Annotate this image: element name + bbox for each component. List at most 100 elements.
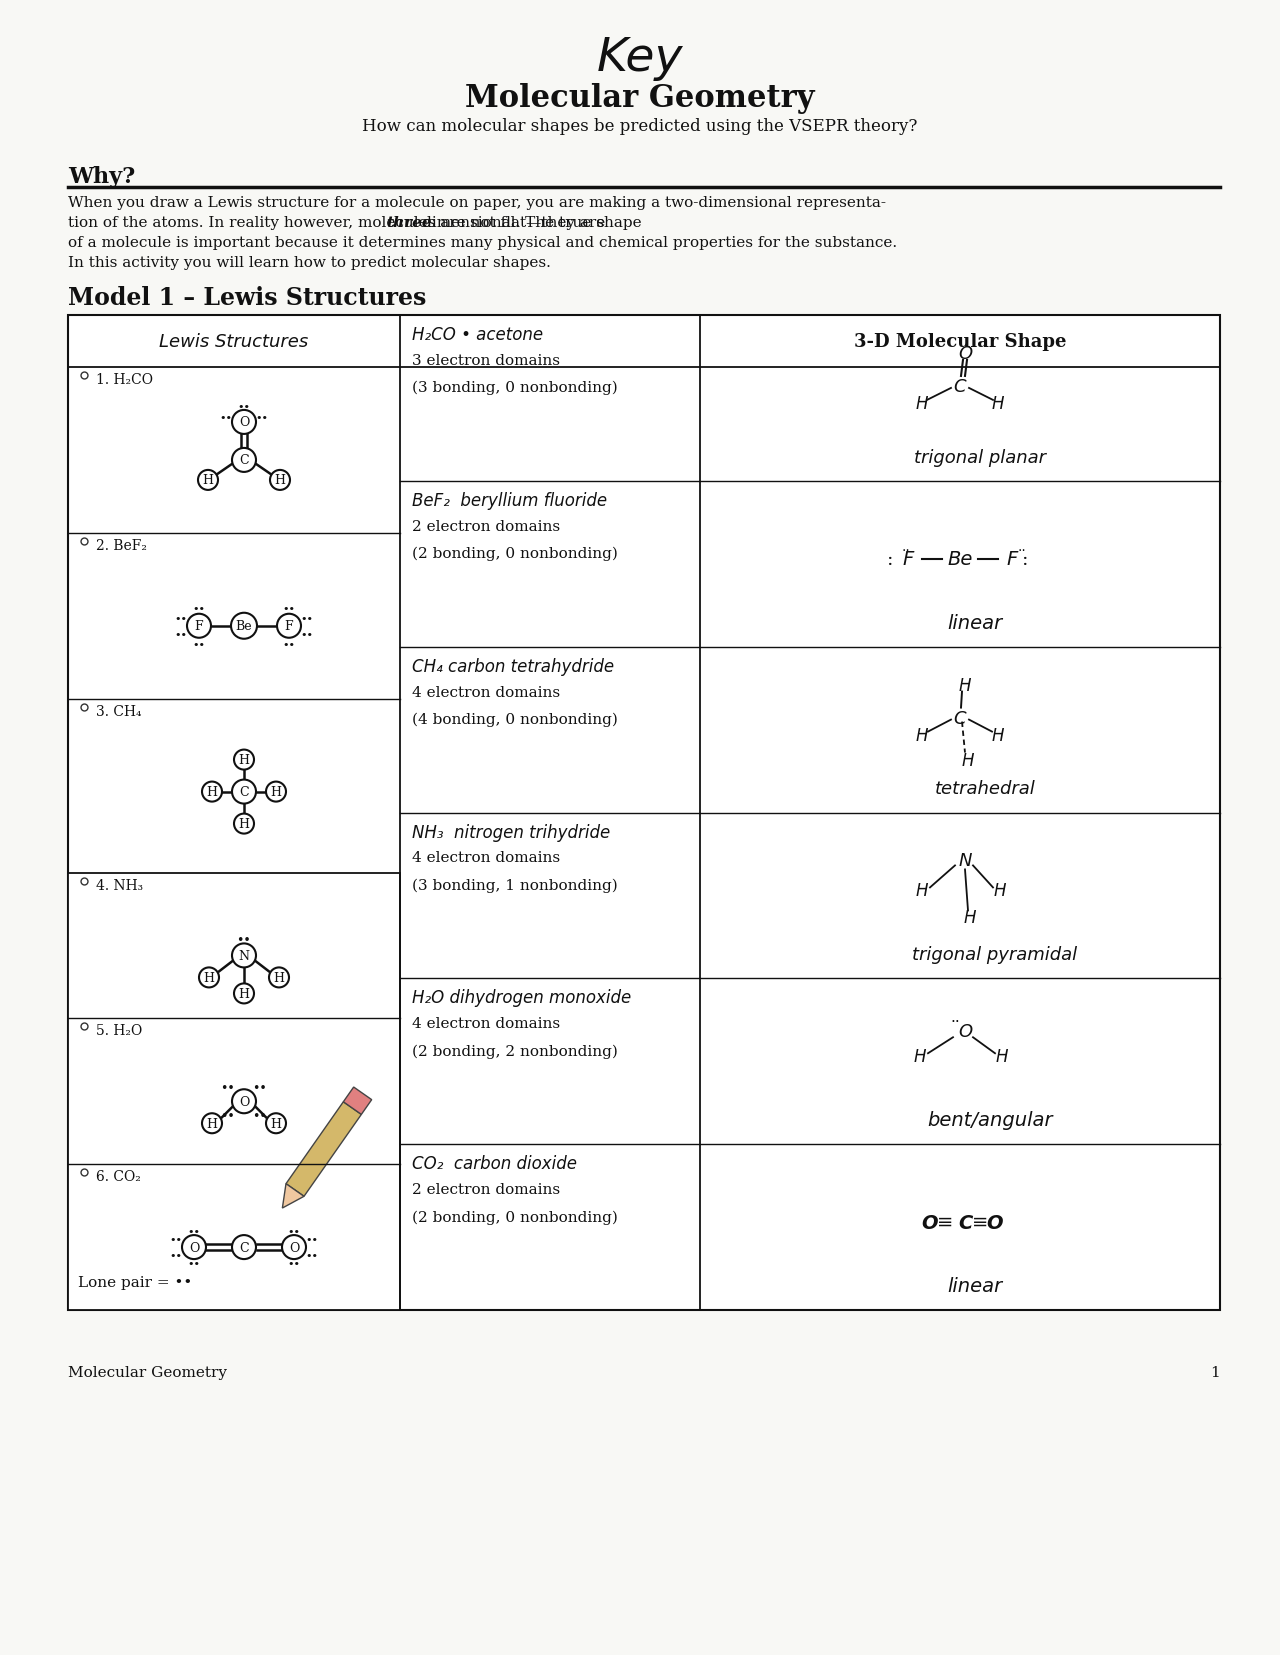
Text: 4 electron domains: 4 electron domains: [412, 851, 561, 866]
Text: H: H: [993, 882, 1006, 900]
Text: 4 electron domains: 4 electron domains: [412, 685, 561, 700]
Text: F: F: [284, 621, 293, 632]
Text: Be: Be: [236, 621, 252, 632]
Text: Why?: Why?: [68, 166, 136, 189]
Polygon shape: [285, 1102, 361, 1197]
Text: ••: ••: [169, 1235, 183, 1245]
Text: H: H: [961, 751, 974, 770]
Text: O: O: [189, 1241, 200, 1254]
Circle shape: [232, 780, 256, 804]
Circle shape: [230, 614, 257, 639]
Text: H: H: [270, 1117, 282, 1130]
Circle shape: [232, 1235, 256, 1259]
Text: ••: ••: [174, 614, 187, 624]
Text: ••: ••: [301, 614, 314, 624]
Text: ••: ••: [238, 402, 251, 412]
Circle shape: [202, 783, 221, 803]
Bar: [68, 316, 1220, 1311]
Text: H: H: [915, 727, 928, 745]
Text: CO₂  carbon dioxide: CO₂ carbon dioxide: [412, 1155, 577, 1172]
Text: (2 bonding, 0 nonbonding): (2 bonding, 0 nonbonding): [412, 546, 618, 561]
Text: C: C: [239, 453, 248, 467]
Text: tetrahedral: tetrahedral: [934, 780, 1036, 798]
Circle shape: [266, 783, 285, 803]
Text: When you draw a Lewis structure for a molecule on paper, you are making a two-di: When you draw a Lewis structure for a mo…: [68, 195, 886, 210]
Text: H: H: [992, 727, 1005, 745]
Text: linear: linear: [947, 614, 1002, 632]
Text: ••: ••: [306, 1250, 319, 1261]
Text: ••: ••: [192, 604, 206, 614]
Text: H: H: [206, 1117, 218, 1130]
Text: ••: ••: [288, 1258, 301, 1268]
Polygon shape: [343, 1087, 371, 1115]
Text: F: F: [902, 549, 914, 569]
Circle shape: [266, 1114, 285, 1134]
Text: C: C: [957, 1213, 972, 1231]
Text: H: H: [964, 909, 977, 927]
Polygon shape: [283, 1183, 305, 1208]
Text: ••: ••: [252, 1081, 268, 1094]
Text: O: O: [239, 1096, 250, 1109]
Circle shape: [234, 750, 253, 770]
Text: :: :: [1021, 551, 1028, 568]
Text: 1. H₂CO: 1. H₂CO: [96, 372, 154, 387]
Text: ••: ••: [219, 412, 233, 422]
Text: O: O: [922, 1213, 938, 1231]
Text: 3 electron domains: 3 electron domains: [412, 354, 561, 367]
Circle shape: [182, 1235, 206, 1259]
Text: C: C: [954, 377, 966, 396]
Text: Lone pair = ••: Lone pair = ••: [78, 1276, 192, 1289]
Text: H: H: [959, 677, 972, 693]
Text: O: O: [957, 344, 972, 362]
Text: 5. H₂O: 5. H₂O: [96, 1024, 142, 1038]
Circle shape: [232, 410, 256, 435]
Text: 3. CH₄: 3. CH₄: [96, 705, 142, 718]
Text: trigonal pyramidal: trigonal pyramidal: [913, 945, 1078, 963]
Text: bent/angular: bent/angular: [927, 1111, 1052, 1129]
Text: H: H: [204, 971, 215, 985]
Text: C: C: [239, 786, 248, 799]
Text: H: H: [914, 1048, 927, 1066]
Text: Be: Be: [947, 549, 973, 569]
Text: H: H: [915, 394, 928, 412]
Text: H: H: [274, 473, 285, 487]
Circle shape: [232, 1089, 256, 1114]
Text: ••: ••: [220, 1109, 236, 1122]
Text: 4 electron domains: 4 electron domains: [412, 1016, 561, 1031]
Text: F: F: [1006, 549, 1018, 569]
Circle shape: [198, 968, 219, 988]
Text: H: H: [238, 818, 250, 831]
Text: Model 1 – Lewis Structures: Model 1 – Lewis Structures: [68, 286, 426, 309]
Text: three: three: [387, 215, 431, 230]
Text: ••: ••: [220, 1081, 236, 1094]
Text: 1: 1: [1211, 1365, 1220, 1379]
Text: 6. CO₂: 6. CO₂: [96, 1170, 141, 1183]
Bar: [68, 872, 399, 1311]
Text: Molecular Geometry: Molecular Geometry: [68, 1365, 227, 1379]
Text: ••: ••: [237, 933, 251, 947]
Circle shape: [187, 614, 211, 639]
Text: (3 bonding, 0 nonbonding): (3 bonding, 0 nonbonding): [412, 381, 618, 396]
Text: ••: ••: [288, 1226, 301, 1236]
Text: C: C: [239, 1241, 248, 1254]
Text: H: H: [202, 473, 214, 487]
Text: NH₃  nitrogen trihydride: NH₃ nitrogen trihydride: [412, 823, 611, 841]
Text: ..: ..: [901, 540, 910, 553]
Text: ..: ..: [1018, 540, 1027, 553]
Text: ••: ••: [192, 639, 206, 649]
Circle shape: [232, 943, 256, 968]
Circle shape: [276, 614, 301, 639]
Text: 2 electron domains: 2 electron domains: [412, 520, 561, 533]
Text: In this activity you will learn how to predict molecular shapes.: In this activity you will learn how to p…: [68, 257, 550, 270]
Circle shape: [270, 470, 291, 490]
Text: (2 bonding, 2 nonbonding): (2 bonding, 2 nonbonding): [412, 1044, 618, 1058]
Text: H₂CO • acetone: H₂CO • acetone: [412, 326, 543, 344]
Text: H: H: [238, 988, 250, 1000]
Text: O: O: [987, 1213, 1004, 1231]
Text: -dimensional. The true shape: -dimensional. The true shape: [417, 215, 641, 230]
Text: ••: ••: [174, 629, 187, 639]
Text: H: H: [206, 786, 218, 799]
Circle shape: [282, 1235, 306, 1259]
Circle shape: [269, 968, 289, 988]
Text: N: N: [238, 950, 250, 962]
